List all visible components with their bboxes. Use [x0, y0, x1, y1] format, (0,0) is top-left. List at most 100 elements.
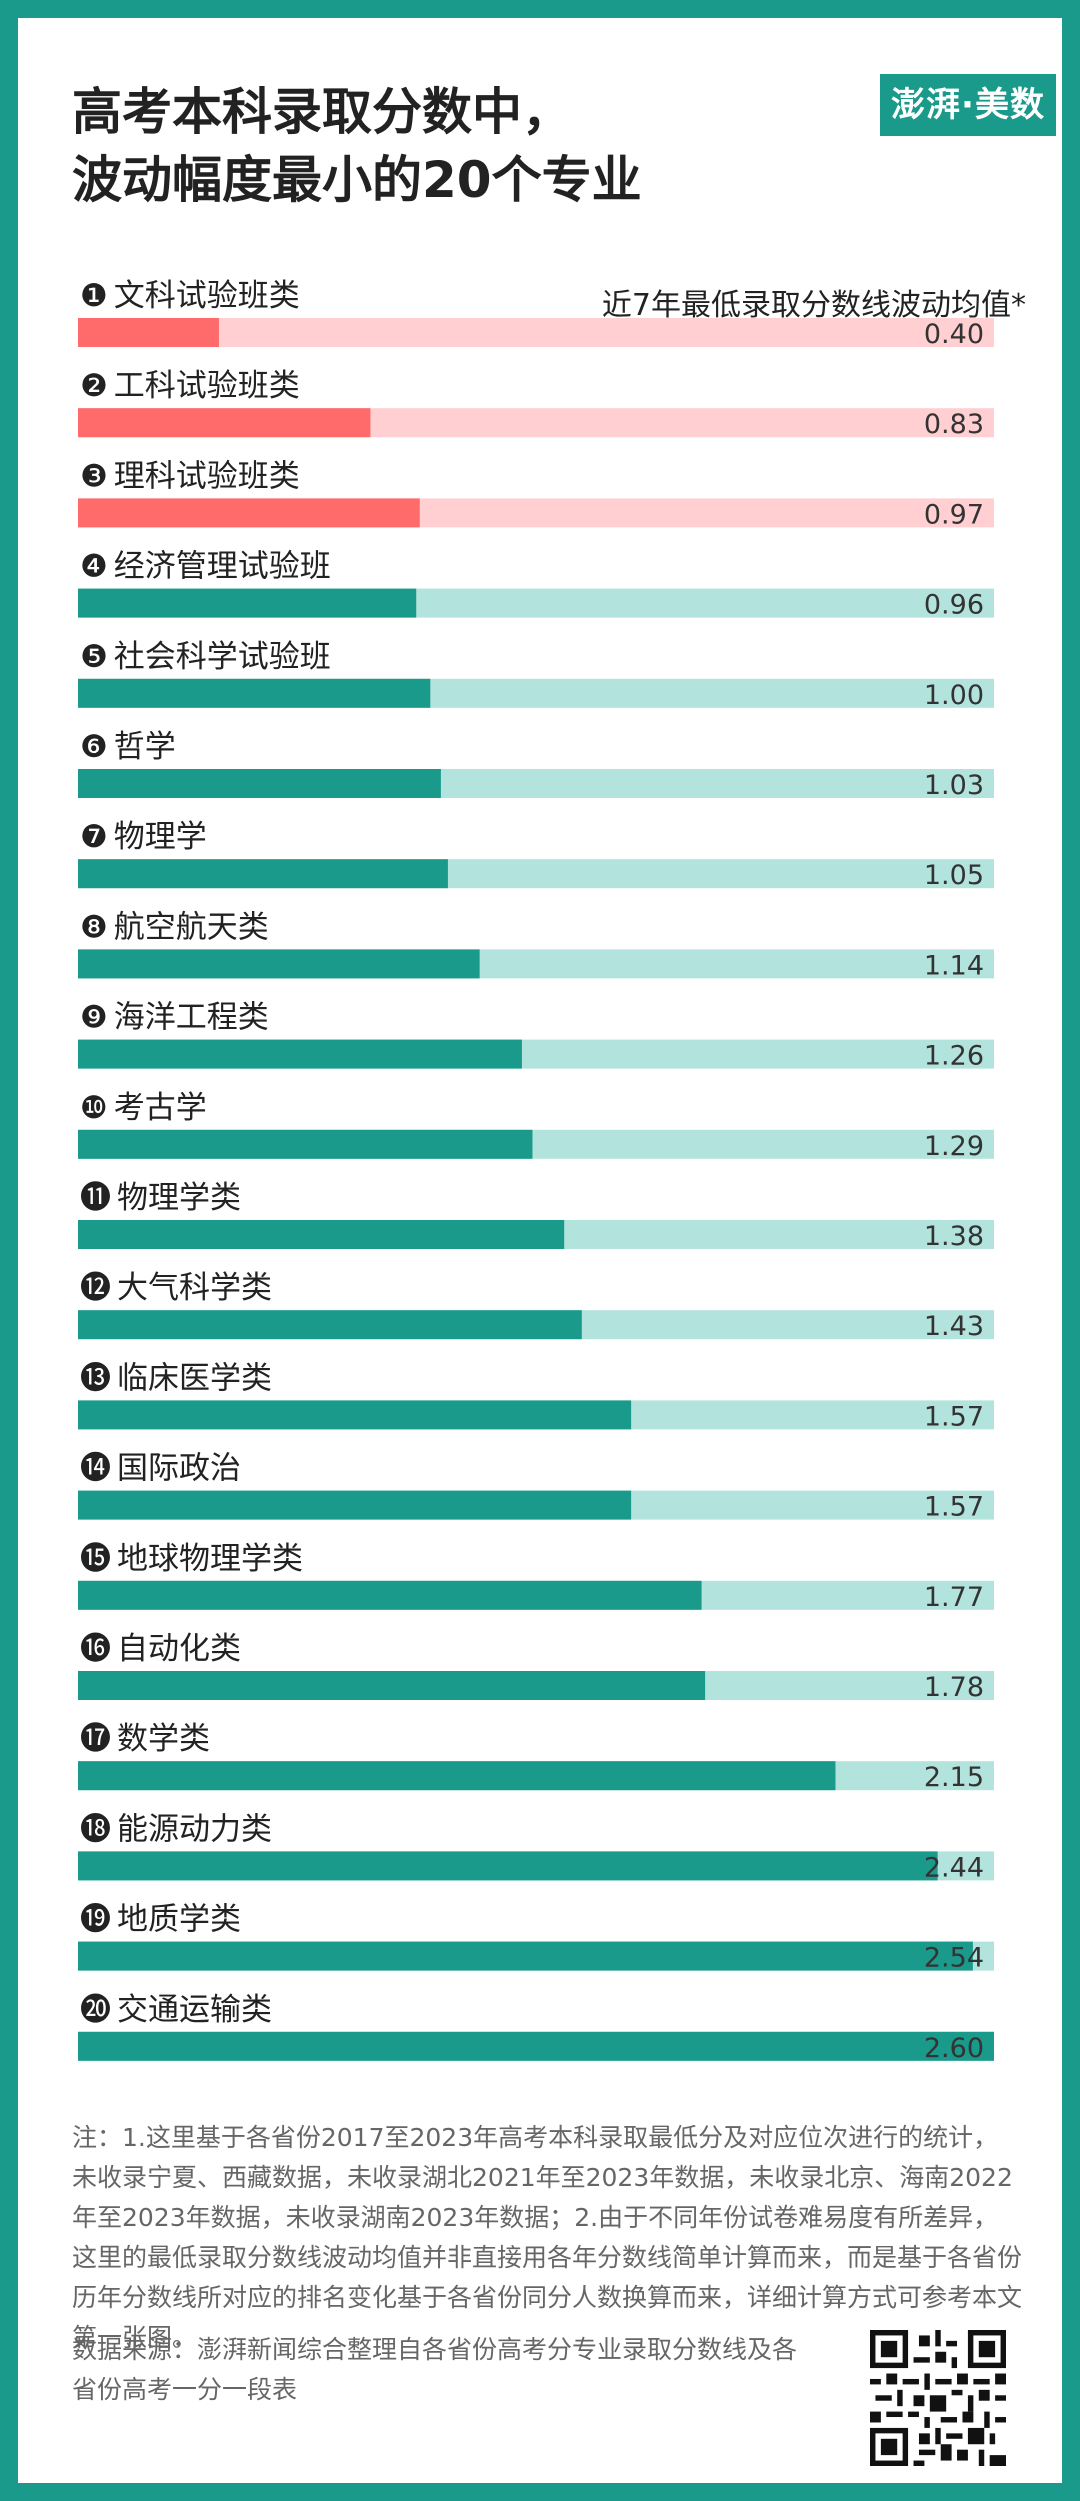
category-label: ⓯ 地球物理学类 — [80, 1541, 303, 1577]
value-label: 1.43 — [924, 1311, 984, 1342]
category-name: 航空航天类 — [114, 909, 269, 945]
category-name: 能源动力类 — [117, 1811, 272, 1847]
bar — [78, 1129, 533, 1159]
title-line-1: 高考本科录取分数中， — [72, 83, 572, 141]
rank-badge: ⓴ — [80, 1992, 111, 2028]
category-label: ❾ 海洋工程类 — [80, 1000, 269, 1036]
category-label: ⓮ 国际政治 — [80, 1451, 241, 1487]
rank-badge: ❽ — [80, 909, 108, 945]
category-label: ❸ 理科试验班类 — [80, 458, 300, 494]
category-label: ❼ 物理学 — [80, 819, 207, 855]
category-name: 自动化类 — [117, 1631, 241, 1667]
rank-badge: ❷ — [80, 368, 108, 404]
category-label: ⓳ 地质学类 — [80, 1902, 241, 1938]
category-label: ⓱ 数学类 — [80, 1721, 210, 1757]
value-label: 1.26 — [924, 1041, 984, 1072]
rank-badge: ❾ — [80, 1000, 108, 1036]
rank-badge: ❼ — [80, 819, 108, 855]
category-label: ❷ 工科试验班类 — [80, 368, 300, 404]
category-name: 临床医学类 — [117, 1360, 272, 1396]
rank-badge: ⓬ — [80, 1270, 111, 1306]
brand-logo: 澎湃·美数课 — [880, 74, 1056, 187]
bar — [78, 1220, 565, 1249]
value-legend: 近7年最低录取分数线波动均值* — [601, 288, 1026, 323]
bar — [78, 859, 448, 889]
data-source: 数据来源：澎湃新闻综合整理自各省份高考分专业录取分数线及各省份高考一分一段表 — [72, 2335, 798, 2404]
bar-chart: ❶ 文科试验班类 0.40 ❷ 工科试验班类 0.83 ❸ 理科试验班类 0.97 ❹ 经济管理试验… — [78, 278, 994, 2064]
poster-card: 高考本科录取分数中， 波动幅度最小的20个专业 澎湃·美数课 近7年最低录取分数… — [18, 18, 1062, 2483]
value-label: 1.78 — [924, 1672, 984, 1703]
category-label: ⓰ 自动化类 — [80, 1631, 241, 1667]
category-name: 经济管理试验班 — [114, 549, 331, 585]
bar — [78, 1761, 836, 1791]
bar — [78, 1671, 706, 1700]
category-label: ❿ 考古学 — [80, 1090, 207, 1126]
page-title: 高考本科录取分数中， 波动幅度最小的20个专业 — [72, 78, 642, 214]
value-label: 0.83 — [924, 409, 984, 440]
rank-badge: ❿ — [80, 1090, 108, 1126]
bar — [78, 1941, 973, 1971]
bar-track — [78, 318, 994, 347]
category-name: 物理学类 — [117, 1180, 241, 1216]
value-label: 1.03 — [924, 770, 984, 801]
bar — [78, 1400, 632, 1430]
category-name: 社会科学试验班 — [114, 639, 331, 675]
rank-badge: ⓲ — [80, 1811, 111, 1847]
rank-badge: ⓮ — [80, 1451, 111, 1487]
value-label: 2.15 — [924, 1762, 984, 1793]
rank-badge: ⓭ — [80, 1360, 111, 1396]
rank-badge: ⓰ — [80, 1631, 111, 1667]
category-label: ⓭ 临床医学类 — [80, 1360, 272, 1396]
category-label: ❺ 社会科学试验班 — [80, 639, 331, 675]
value-label: 0.97 — [924, 499, 984, 530]
category-name: 工科试验班类 — [114, 368, 300, 404]
category-name: 哲学 — [114, 729, 176, 765]
category-label: ⓴ 交通运输类 — [80, 1992, 272, 2028]
category-label: ⓬ 大气科学类 — [80, 1270, 272, 1306]
bar — [78, 1851, 938, 1881]
value-label: 1.00 — [924, 680, 984, 711]
category-label: ❻ 哲学 — [80, 729, 176, 765]
category-name: 考古学 — [114, 1090, 207, 1126]
category-name: 数学类 — [117, 1721, 210, 1757]
value-label: 1.29 — [924, 1131, 984, 1162]
qr-code-icon — [870, 2330, 1006, 2466]
value-label: 1.05 — [924, 860, 984, 891]
value-label: 0.96 — [924, 590, 984, 621]
rank-badge: ⓱ — [80, 1721, 111, 1757]
bar — [78, 2031, 994, 2061]
category-name: 国际政治 — [117, 1451, 241, 1487]
bar — [78, 588, 417, 618]
category-label: ⓲ 能源动力类 — [80, 1811, 272, 1847]
value-label: 0.40 — [924, 319, 984, 350]
category-name: 文科试验班类 — [114, 278, 300, 314]
category-label: ⓫ 物理学类 — [80, 1180, 241, 1216]
value-label: 1.38 — [924, 1221, 984, 1252]
value-label: 1.57 — [924, 1401, 984, 1432]
bar — [78, 1490, 632, 1520]
bar — [78, 1310, 582, 1340]
category-name: 交通运输类 — [117, 1992, 272, 2028]
bar — [78, 498, 420, 528]
rank-badge: ❹ — [80, 549, 108, 585]
title-line-2: 波动幅度最小的20个专业 — [72, 151, 642, 209]
category-label: ❽ 航空航天类 — [80, 909, 269, 945]
footnote: 注：1.这里基于各省份2017至2023年高考本科录取最低分及对应位次进行的统计… — [72, 2123, 1023, 2352]
rank-badge: ❻ — [80, 729, 108, 765]
category-label: ❹ 经济管理试验班 — [80, 549, 331, 585]
bar — [78, 1580, 702, 1610]
category-name: 地球物理学类 — [117, 1541, 303, 1577]
bar — [78, 318, 219, 347]
bar — [78, 678, 431, 708]
rank-badge: ❶ — [80, 278, 108, 314]
rank-badge: ⓳ — [80, 1902, 111, 1938]
value-label: 2.44 — [924, 1852, 984, 1883]
bar — [78, 1039, 522, 1069]
category-label: ❶ 文科试验班类 — [80, 278, 300, 314]
value-label: 1.57 — [924, 1492, 984, 1523]
bar — [78, 408, 371, 438]
value-label: 1.77 — [924, 1582, 984, 1613]
category-name: 物理学 — [114, 819, 207, 855]
bar — [78, 949, 480, 979]
value-label: 1.14 — [924, 950, 984, 981]
